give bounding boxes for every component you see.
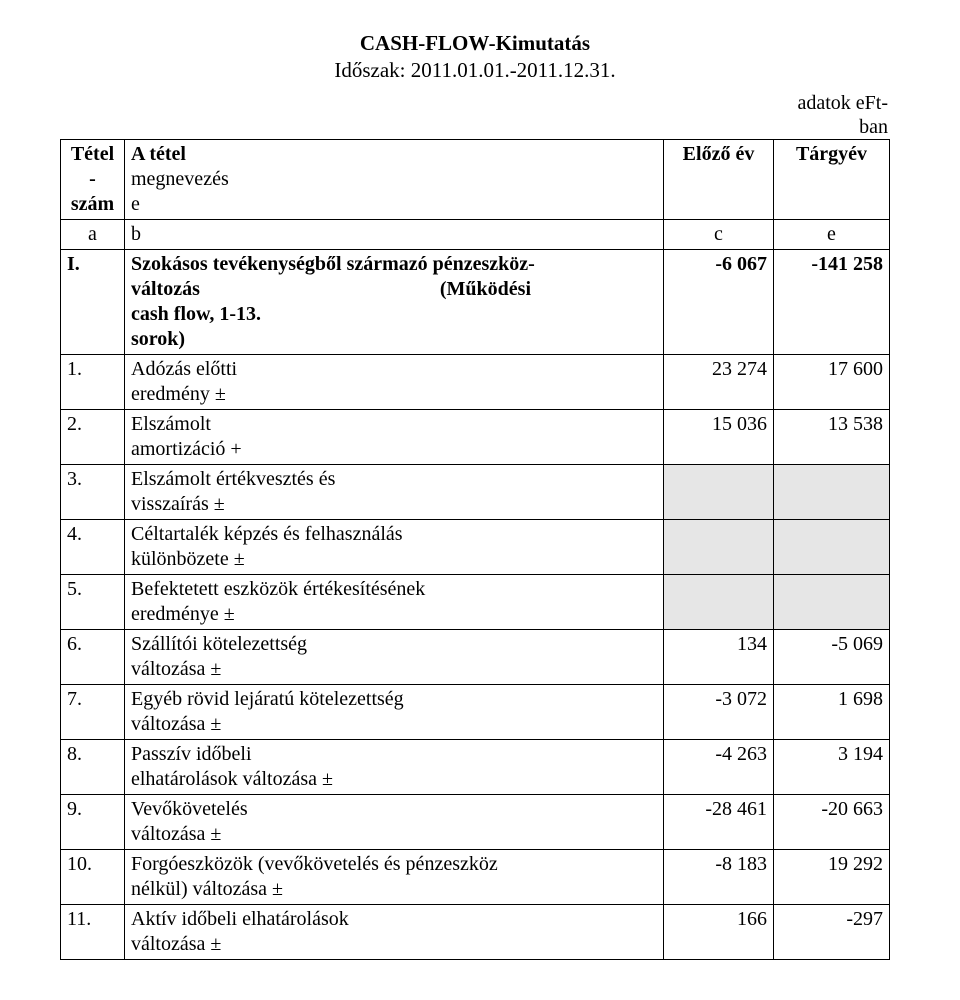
row-number: 11. — [61, 904, 125, 959]
report-title: CASH-FLOW-Kimutatás — [60, 30, 890, 57]
row-prev-value: 23 274 — [664, 354, 774, 409]
row-name: Elszámolt értékvesztés ésvisszaírás ± — [125, 464, 664, 519]
code-a: a — [61, 219, 125, 249]
row-name: Forgóeszközök (vevőkövetelés és pénzeszk… — [125, 849, 664, 904]
code-b: b — [125, 219, 664, 249]
header-item-name: A tétel megnevezés e — [125, 139, 664, 219]
row-curr-value: 13 538 — [774, 409, 890, 464]
row-name: Céltartalék képzés és felhasználáskülönb… — [125, 519, 664, 574]
table-row: 2.Elszámoltamortizáció +15 03613 538 — [61, 409, 890, 464]
table-row: 8.Passzív időbelielhatárolások változása… — [61, 739, 890, 794]
row-number: 6. — [61, 629, 125, 684]
row-number: 2. — [61, 409, 125, 464]
row-prev-value: -8 183 — [664, 849, 774, 904]
row-name: Szokásos tevékenységből származó pénzesz… — [125, 249, 664, 354]
row-curr-value: -20 663 — [774, 794, 890, 849]
row-number: 1. — [61, 354, 125, 409]
row-prev-value: 134 — [664, 629, 774, 684]
row-prev-value: -3 072 — [664, 684, 774, 739]
row-curr-value: 3 194 — [774, 739, 890, 794]
row-prev-value — [664, 464, 774, 519]
row-name: Passzív időbelielhatárolások változása ± — [125, 739, 664, 794]
unit-label: adatok eFt- ban — [60, 91, 890, 139]
table-row: 6.Szállítói kötelezettségváltozása ±134-… — [61, 629, 890, 684]
report-period: Időszak: 2011.01.01.-2011.12.31. — [60, 57, 890, 84]
row-prev-value: -4 263 — [664, 739, 774, 794]
row-curr-value: 17 600 — [774, 354, 890, 409]
table-row: 4.Céltartalék képzés és felhasználáskülö… — [61, 519, 890, 574]
row-curr-value: 1 698 — [774, 684, 890, 739]
row-number: I. — [61, 249, 125, 354]
row-prev-value: 15 036 — [664, 409, 774, 464]
row-prev-value: 166 — [664, 904, 774, 959]
hdr2-l1: A tétel — [131, 143, 186, 165]
row-name: Befektetett eszközök értékesítésénekered… — [125, 574, 664, 629]
row-number: 3. — [61, 464, 125, 519]
header-prev-year: Előző év — [664, 139, 774, 219]
table-body: I.Szokásos tevékenységből származó pénze… — [61, 249, 890, 959]
table-row: 5.Befektetett eszközök értékesítéséneker… — [61, 574, 890, 629]
row-name: Aktív időbeli elhatárolásokváltozása ± — [125, 904, 664, 959]
row-number: 9. — [61, 794, 125, 849]
code-e: e — [774, 219, 890, 249]
row-number: 7. — [61, 684, 125, 739]
row-curr-value: -5 069 — [774, 629, 890, 684]
table-row: 1.Adózás előttieredmény ±23 27417 600 — [61, 354, 890, 409]
header-curr-year: Tárgyév — [774, 139, 890, 219]
row-name: Egyéb rövid lejáratú kötelezettségváltoz… — [125, 684, 664, 739]
hdr1-l2: - — [89, 168, 96, 190]
unit-line2: ban — [859, 116, 888, 138]
row-name: Vevőkövetelésváltozása ± — [125, 794, 664, 849]
table-row: 7.Egyéb rövid lejáratú kötelezettségvált… — [61, 684, 890, 739]
row-curr-value: -297 — [774, 904, 890, 959]
title-block: CASH-FLOW-Kimutatás Időszak: 2011.01.01.… — [60, 30, 890, 85]
header-row: Tétel - szám A tétel megnevezés e Előző … — [61, 139, 890, 219]
row-curr-value — [774, 574, 890, 629]
row-number: 8. — [61, 739, 125, 794]
row-prev-value — [664, 519, 774, 574]
row-curr-value — [774, 519, 890, 574]
row-curr-value: -141 258 — [774, 249, 890, 354]
row-name: Elszámoltamortizáció + — [125, 409, 664, 464]
row-name: Adózás előttieredmény ± — [125, 354, 664, 409]
row-prev-value — [664, 574, 774, 629]
code-row: a b c e — [61, 219, 890, 249]
table-row: I.Szokásos tevékenységből származó pénze… — [61, 249, 890, 354]
row-prev-value: -6 067 — [664, 249, 774, 354]
table-row: 3.Elszámolt értékvesztés ésvisszaírás ± — [61, 464, 890, 519]
row-curr-value: 19 292 — [774, 849, 890, 904]
code-c: c — [664, 219, 774, 249]
hdr2-l2: megnevezés — [131, 168, 229, 190]
row-number: 10. — [61, 849, 125, 904]
row-name: Szállítói kötelezettségváltozása ± — [125, 629, 664, 684]
hdr2-l3: e — [131, 193, 140, 215]
row-number: 4. — [61, 519, 125, 574]
row-prev-value: -28 461 — [664, 794, 774, 849]
hdr1-l1: Tétel — [71, 143, 114, 165]
table-row: 10.Forgóeszközök (vevőkövetelés és pénze… — [61, 849, 890, 904]
cashflow-table: Tétel - szám A tétel megnevezés e Előző … — [60, 139, 890, 960]
hdr1-l3: szám — [71, 193, 114, 215]
header-item-number: Tétel - szám — [61, 139, 125, 219]
row-curr-value — [774, 464, 890, 519]
table-row: 9.Vevőkövetelésváltozása ±-28 461-20 663 — [61, 794, 890, 849]
row-number: 5. — [61, 574, 125, 629]
table-row: 11.Aktív időbeli elhatárolásokváltozása … — [61, 904, 890, 959]
unit-line1: adatok eFt- — [797, 92, 888, 114]
